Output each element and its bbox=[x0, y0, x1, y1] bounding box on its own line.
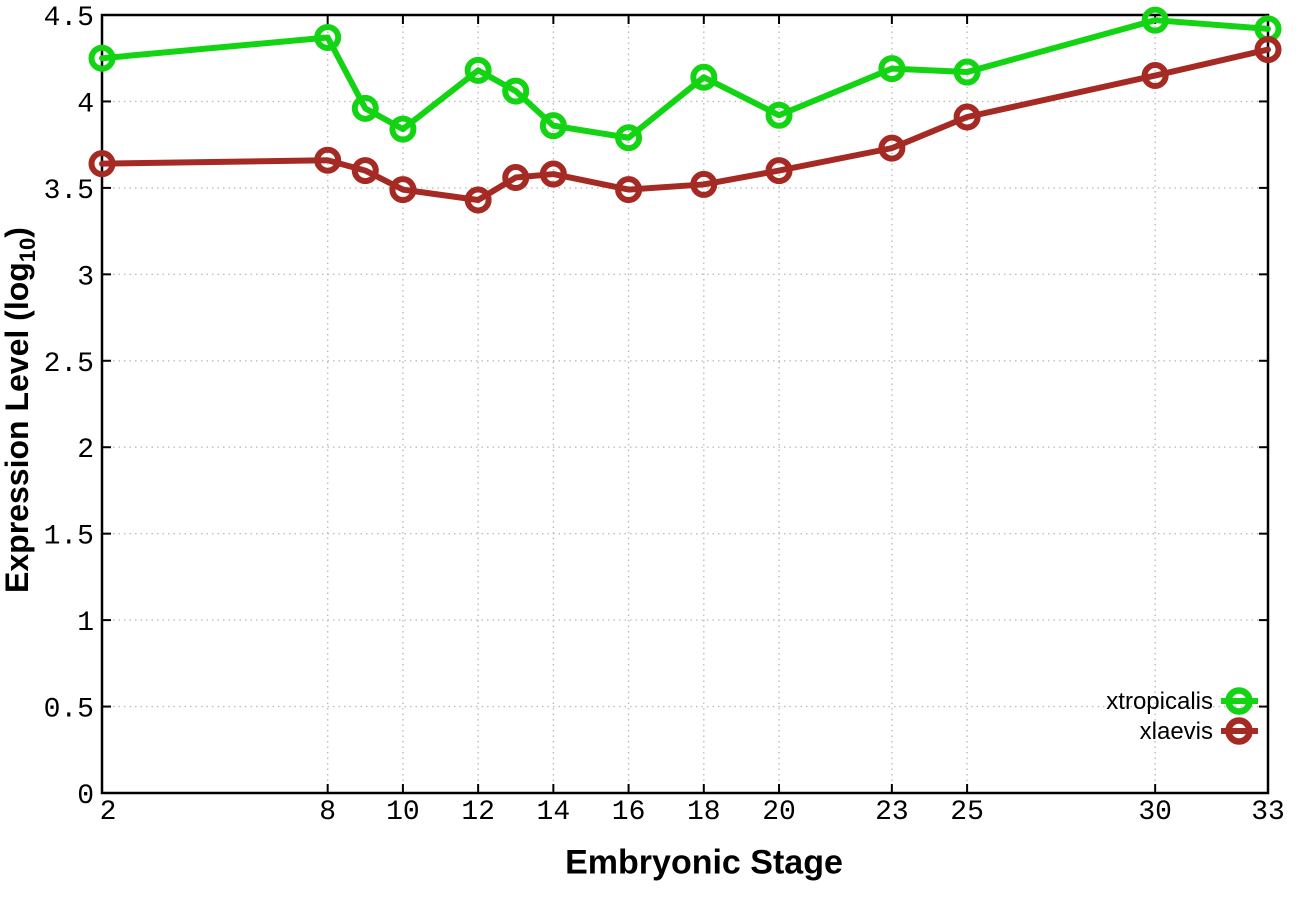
data-point-xtropicalis-stage-25 bbox=[953, 58, 981, 86]
data-point-xlaevis-stage-20 bbox=[765, 157, 793, 185]
y-tick-label: 0 bbox=[77, 781, 94, 812]
x-tick-label: 30 bbox=[1138, 797, 1172, 828]
x-tick-label: 16 bbox=[612, 797, 646, 828]
data-point-xlaevis-stage-16 bbox=[615, 176, 643, 204]
x-tick-label: 20 bbox=[762, 797, 796, 828]
data-point-xtropicalis-stage-14 bbox=[539, 112, 567, 140]
data-point-xtropicalis-stage-18 bbox=[690, 63, 718, 91]
data-point-xtropicalis-stage-16 bbox=[615, 124, 643, 152]
legend-marker-xlaevis bbox=[1225, 717, 1253, 745]
y-tick-label: 2.5 bbox=[44, 349, 94, 380]
y-tick-label: 4.5 bbox=[44, 3, 94, 34]
legend-label-xtropicalis: xtropicalis bbox=[1106, 688, 1213, 715]
y-tick-label: 4 bbox=[77, 89, 94, 120]
x-tick-label: 33 bbox=[1251, 797, 1285, 828]
series-line-xtropicalis bbox=[99, 17, 1271, 141]
y-tick-label: 3.5 bbox=[44, 176, 94, 207]
legend-marker-xtropicalis bbox=[1225, 687, 1253, 715]
x-tick-label: 12 bbox=[461, 797, 495, 828]
x-tick-label: 14 bbox=[537, 797, 571, 828]
data-point-xtropicalis-stage-12 bbox=[464, 56, 492, 84]
data-point-xtropicalis-stage-2 bbox=[88, 44, 116, 72]
data-point-xlaevis-stage-30 bbox=[1141, 62, 1169, 90]
x-axis-title: Embryonic Stage bbox=[565, 843, 843, 882]
x-tick-label: 25 bbox=[950, 797, 984, 828]
y-axis-title: Expression Level (log10) bbox=[0, 227, 41, 593]
x-tick-label: 8 bbox=[319, 797, 336, 828]
y-tick-label: 1.5 bbox=[44, 522, 94, 553]
data-point-xlaevis-stage-25 bbox=[953, 103, 981, 131]
data-point-xlaevis-stage-8 bbox=[314, 146, 342, 174]
y-tick-label: 0.5 bbox=[44, 695, 94, 726]
data-point-xlaevis-stage-33 bbox=[1254, 36, 1282, 64]
data-point-xlaevis-stage-23 bbox=[878, 134, 906, 162]
data-point-xlaevis-stage-2 bbox=[88, 150, 116, 178]
x-tick-label: 2 bbox=[100, 797, 117, 828]
data-point-xtropicalis-stage-30 bbox=[1141, 6, 1169, 34]
y-tick-label: 2 bbox=[77, 435, 94, 466]
data-point-xlaevis-stage-9 bbox=[351, 157, 379, 185]
data-point-xlaevis-stage-10 bbox=[389, 176, 417, 204]
data-point-xlaevis-stage-12 bbox=[464, 186, 492, 214]
data-point-xtropicalis-stage-10 bbox=[389, 115, 417, 143]
y-axis-title-subscript: 10 bbox=[15, 237, 41, 263]
data-point-xtropicalis-stage-13 bbox=[502, 77, 530, 105]
data-point-xtropicalis-stage-20 bbox=[765, 101, 793, 129]
y-tick-label: 1 bbox=[77, 608, 94, 639]
data-point-xlaevis-stage-18 bbox=[690, 170, 718, 198]
plot-border bbox=[100, 13, 1270, 795]
series-line-xlaevis bbox=[99, 46, 1271, 203]
y-axis-title-end: ) bbox=[0, 227, 35, 238]
x-tick-label: 23 bbox=[875, 797, 909, 828]
data-point-xtropicalis-stage-9 bbox=[351, 94, 379, 122]
y-tick-label: 3 bbox=[77, 262, 94, 293]
legend-label-xlaevis: xlaevis bbox=[1140, 718, 1213, 745]
data-point-xtropicalis-stage-8 bbox=[314, 23, 342, 51]
data-point-xlaevis-stage-13 bbox=[502, 164, 530, 192]
y-axis-title-main: Expression Level (log bbox=[0, 262, 35, 593]
x-tick-label: 10 bbox=[386, 797, 420, 828]
data-point-xlaevis-stage-14 bbox=[539, 160, 567, 188]
data-point-xtropicalis-stage-23 bbox=[878, 55, 906, 83]
x-tick-label: 18 bbox=[687, 797, 721, 828]
